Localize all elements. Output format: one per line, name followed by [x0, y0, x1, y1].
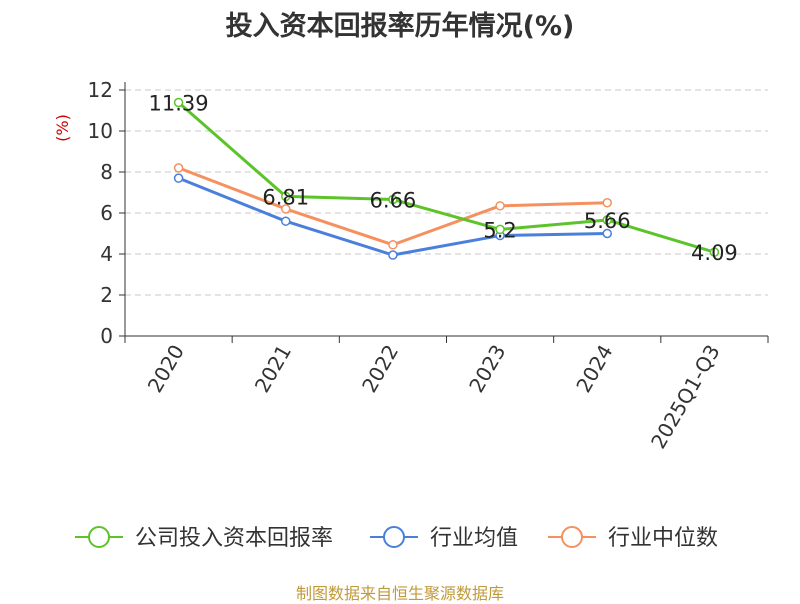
legend-marker	[561, 526, 583, 548]
legend-label: 行业均值	[430, 526, 518, 551]
data-point	[281, 191, 291, 202]
legend-item: 公司投入资本回报率	[75, 526, 333, 551]
legend-item: 行业中位数	[548, 526, 718, 551]
x-tick-label: 2023	[464, 341, 510, 397]
legend-label: 行业中位数	[608, 526, 718, 551]
data-point	[173, 173, 184, 183]
y-tick-label: 4	[100, 242, 113, 266]
chart-title: 投入资本回报率历年情况(%)	[225, 11, 575, 42]
data-label: 6.66	[370, 188, 417, 212]
x-tick-label: 2020	[143, 341, 189, 397]
data-point	[281, 204, 291, 214]
data-label: 4.09	[691, 241, 738, 265]
legend-marker	[88, 526, 110, 548]
x-tick-label: 2024	[571, 341, 617, 397]
data-label: 11.39	[149, 92, 209, 116]
source-note: 制图数据来自恒生聚源数据库	[295, 584, 504, 603]
y-tick-label: 2	[100, 283, 113, 307]
data-label: 5.66	[584, 209, 631, 233]
legend-marker	[383, 526, 405, 548]
x-tick-label: 2025Q1-Q3	[646, 341, 725, 453]
legend: 公司投入资本回报率 行业均值 行业中位数	[75, 526, 718, 551]
series-line	[177, 101, 715, 254]
data-point	[173, 97, 184, 108]
data-labels: 11.39 6.81 6.66 5.2 5.66 4.09	[149, 92, 738, 266]
data-point	[388, 240, 398, 250]
y-tick-label: 10	[88, 119, 113, 143]
series-lines	[173, 97, 720, 260]
data-point	[281, 216, 291, 226]
data-point	[602, 228, 612, 239]
data-point	[388, 194, 398, 205]
legend-label: 公司投入资本回报率	[135, 526, 333, 551]
data-label: 5.2	[483, 218, 516, 242]
x-tick-label: 2021	[250, 341, 296, 397]
data-point	[602, 198, 612, 208]
y-axis-label: (%)	[53, 114, 72, 142]
data-point	[495, 201, 505, 211]
y-tick-label: 8	[100, 160, 113, 184]
data-point	[709, 247, 720, 257]
data-point	[173, 163, 184, 173]
data-point	[602, 215, 612, 225]
y-tick-label: 12	[88, 78, 113, 102]
grid-lines	[125, 89, 768, 296]
axes: 0 2 4 6 8 10 12 (%) 2020 2021 2022 2023 2024 2025Q1-Q…	[53, 78, 769, 453]
y-tick-label: 0	[100, 324, 113, 348]
y-tick-label: 6	[100, 201, 113, 225]
data-point	[388, 250, 398, 260]
data-label: 6.81	[262, 185, 309, 209]
data-point	[495, 224, 505, 235]
legend-item: 行业均值	[370, 526, 518, 551]
x-tick-label: 2022	[357, 341, 403, 397]
